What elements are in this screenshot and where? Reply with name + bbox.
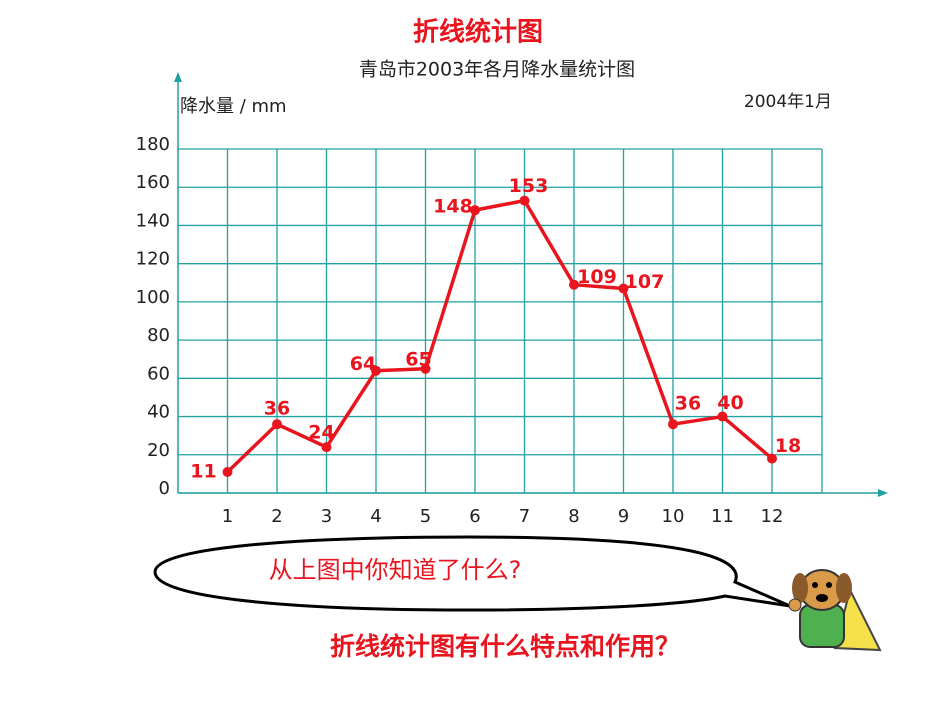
x-tick-label: 8	[568, 506, 579, 527]
data-point	[717, 411, 728, 422]
value-label: 18	[775, 435, 801, 457]
value-label: 148	[433, 196, 473, 218]
data-point	[618, 283, 629, 294]
x-axis-arrow	[878, 489, 888, 497]
y-tick-label: 60	[147, 363, 170, 384]
value-label: 11	[190, 460, 216, 482]
data-point	[470, 205, 480, 216]
data-point	[371, 365, 381, 376]
dog-icon	[788, 569, 882, 652]
speech-text: 从上图中你知道了什么?	[269, 556, 522, 584]
x-tick-label: 7	[519, 506, 530, 527]
y-tick-label: 120	[136, 249, 170, 270]
x-tick-label: 4	[370, 506, 381, 527]
value-label: 64	[350, 353, 376, 375]
value-label: 153	[509, 175, 549, 197]
data-line	[226, 198, 774, 474]
value-label: 24	[308, 422, 334, 444]
x-tick-label: 6	[469, 506, 480, 527]
y-tick-label: 80	[147, 325, 170, 346]
x-tick-label: 1	[222, 506, 233, 527]
y-tick-label: 180	[136, 134, 170, 155]
x-tick-label: 3	[321, 506, 332, 527]
value-label: 36	[264, 398, 290, 420]
y-axis-arrow	[174, 72, 182, 82]
value-label: 65	[405, 348, 431, 370]
x-tick-label: 11	[711, 506, 734, 527]
value-label: 109	[577, 266, 617, 288]
y-tick-label: 0	[159, 478, 170, 499]
y-axis-label: 降水量 / mm	[180, 96, 287, 117]
y-tick-label: 160	[136, 172, 170, 193]
chart-title: 折线统计图	[413, 17, 543, 48]
y-tick-label: 20	[147, 440, 170, 461]
data-point	[321, 442, 332, 453]
data-point	[519, 195, 530, 206]
data-point	[668, 419, 678, 430]
x-tick-label: 9	[618, 506, 629, 527]
annotation: 2004年1月	[744, 92, 832, 112]
data-point	[272, 419, 282, 430]
value-label: 40	[717, 392, 743, 414]
value-label: 107	[625, 271, 665, 293]
chart-subtitle: 青岛市2003年各月降水量统计图	[359, 59, 635, 81]
y-tick-label: 140	[136, 210, 170, 231]
x-tick-label: 12	[761, 506, 784, 527]
data-point	[767, 453, 777, 464]
speech-bubble-shape	[153, 535, 791, 612]
value-label: 36	[675, 393, 701, 415]
y-tick-label: 40	[147, 402, 170, 423]
x-tick-label: 5	[420, 506, 431, 527]
x-tick-label: 10	[662, 506, 685, 527]
question-text: 折线统计图有什么特点和作用？	[330, 632, 680, 661]
data-point	[222, 466, 233, 477]
data-point	[420, 363, 431, 374]
y-tick-label: 100	[136, 287, 170, 308]
data-point	[569, 279, 579, 290]
x-tick-label: 2	[271, 506, 282, 527]
